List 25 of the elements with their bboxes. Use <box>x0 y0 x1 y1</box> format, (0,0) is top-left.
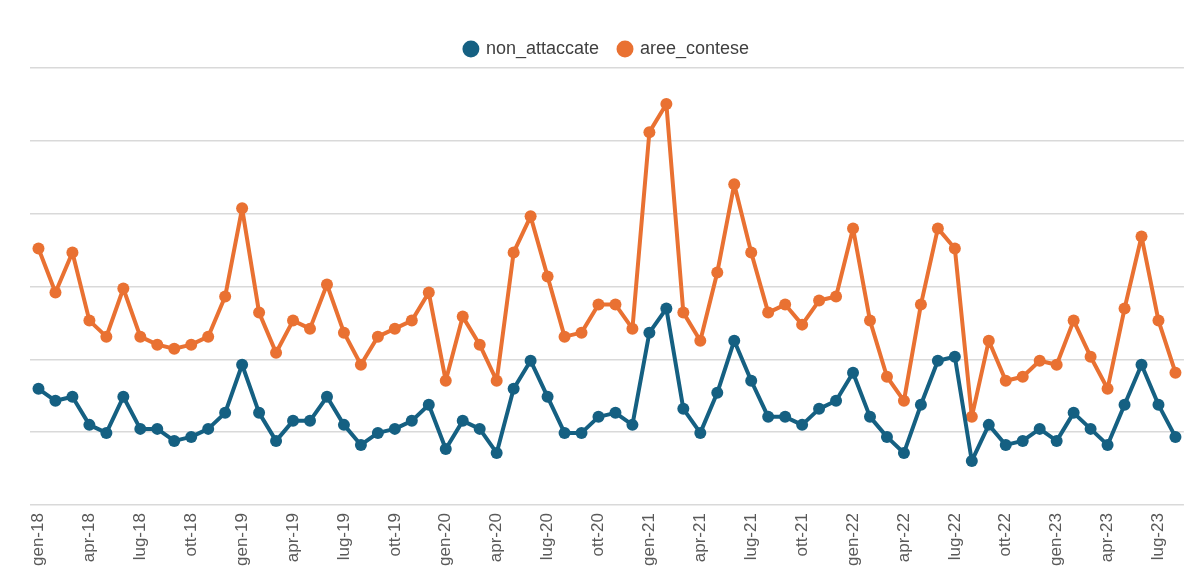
x-tick-label: lug-21 <box>740 513 760 561</box>
x-tick-label: lug-19 <box>333 513 353 561</box>
x-tick-label: apr-18 <box>79 513 99 563</box>
x-tick-label: gen-23 <box>1046 513 1066 566</box>
x-tick-label: ott-21 <box>791 513 811 557</box>
x-tick-label: gen-20 <box>435 513 455 566</box>
x-tick-label: apr-21 <box>689 513 709 563</box>
x-tick-label: ott-22 <box>995 513 1015 557</box>
x-tick-label: apr-20 <box>486 513 506 563</box>
x-tick-label: gen-22 <box>842 513 862 566</box>
x-tick-label: gen-21 <box>639 513 659 566</box>
legend-label: non_attaccate <box>485 37 600 59</box>
x-tick-label: apr-23 <box>1097 513 1117 563</box>
x-tick-label: apr-19 <box>282 513 302 563</box>
x-tick-label: lug-22 <box>944 513 964 561</box>
x-tick-label: gen-18 <box>28 513 48 566</box>
x-tick-label: ott-18 <box>180 513 200 557</box>
x-tick-label: lug-23 <box>1148 513 1168 561</box>
x-tick-label: ott-19 <box>384 513 404 557</box>
x-tick-label: gen-19 <box>231 513 251 566</box>
x-tick-label: lug-20 <box>537 513 557 561</box>
x-tick-label: apr-22 <box>893 513 913 563</box>
legend-label: aree_contese <box>640 37 750 59</box>
x-tick-label: ott-20 <box>588 513 608 557</box>
x-tick-label: lug-18 <box>129 513 149 561</box>
